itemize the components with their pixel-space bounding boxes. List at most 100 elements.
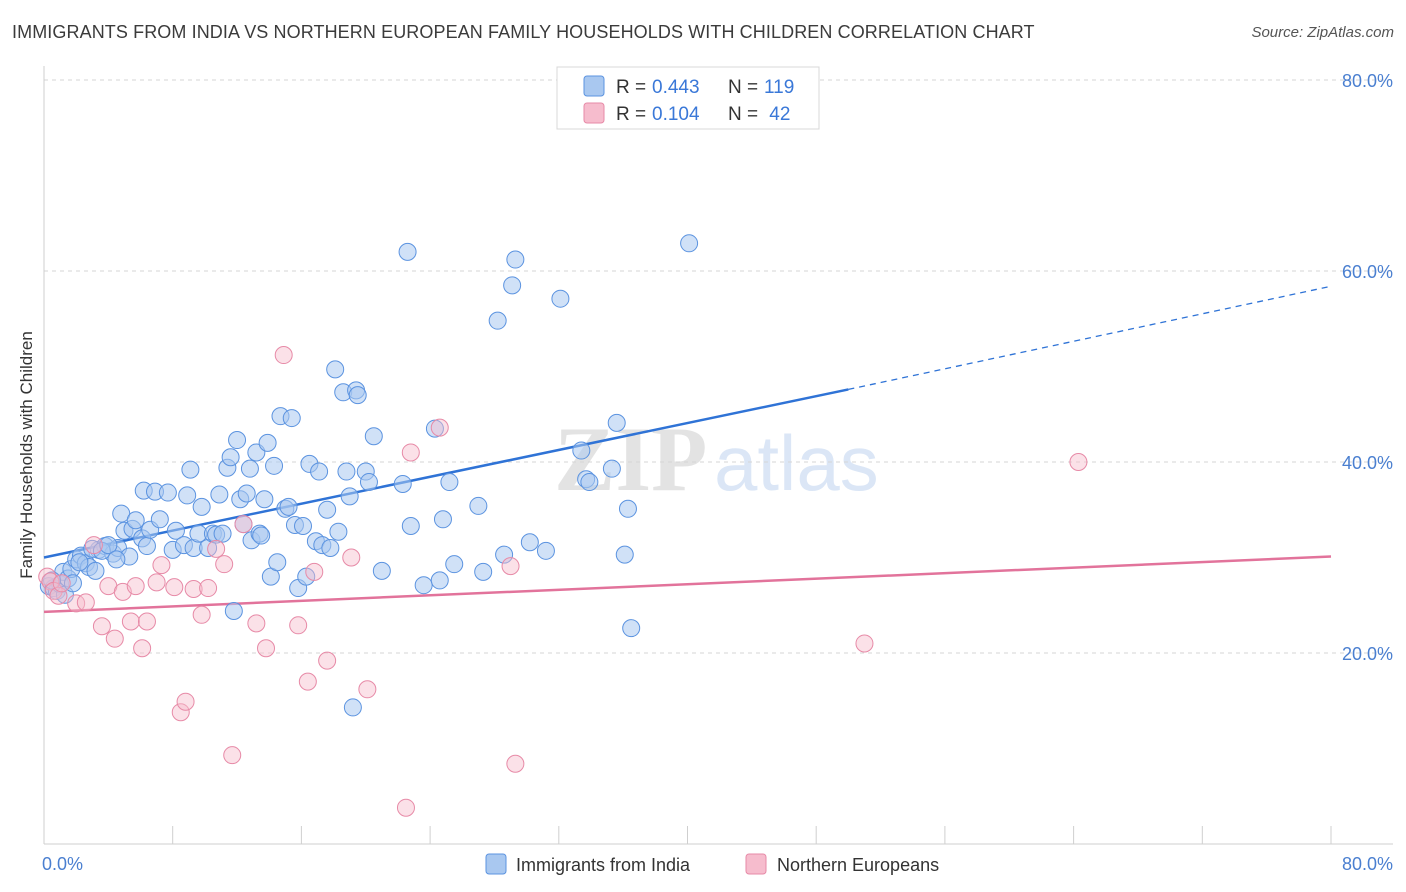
india-point bbox=[337, 462, 356, 481]
series-legend: Immigrants from India Northern Europeans bbox=[485, 853, 939, 875]
india-point bbox=[158, 483, 177, 502]
india-point bbox=[252, 526, 271, 545]
india-point bbox=[294, 516, 313, 535]
india-point bbox=[488, 311, 507, 330]
india-point bbox=[615, 545, 634, 564]
series-legend-label-northern: Northern Europeans bbox=[777, 855, 939, 875]
india-point bbox=[70, 553, 89, 572]
northern-point bbox=[52, 574, 71, 593]
india-point bbox=[474, 562, 493, 581]
india-point bbox=[150, 510, 169, 529]
india-trend-extension bbox=[848, 285, 1332, 391]
india-point bbox=[551, 289, 570, 308]
india-point bbox=[237, 484, 256, 503]
india-point bbox=[503, 276, 522, 295]
india-point bbox=[279, 497, 298, 516]
india-point bbox=[178, 486, 197, 505]
chart-title: IMMIGRANTS FROM INDIA VS NORTHERN EUROPE… bbox=[12, 22, 1035, 42]
india-point bbox=[210, 485, 229, 504]
legend-r-value-northern: 0.104 bbox=[652, 104, 700, 125]
india-point bbox=[602, 459, 621, 478]
india-point bbox=[607, 413, 626, 432]
y-axis-title: Family Households with Children bbox=[17, 331, 36, 579]
northern-point bbox=[215, 555, 234, 574]
northern-point bbox=[133, 639, 152, 658]
series-legend-swatch-india bbox=[485, 853, 507, 875]
tick-labels: 20.0% 40.0% 60.0% 80.0% 0.0% 80.0% bbox=[42, 71, 1393, 874]
northern-point bbox=[247, 614, 266, 633]
india-point bbox=[321, 538, 340, 557]
series-legend-swatch-northern bbox=[745, 853, 767, 875]
data-points bbox=[38, 234, 1088, 817]
india-point bbox=[224, 601, 243, 620]
india-point bbox=[572, 441, 591, 460]
india-point bbox=[414, 576, 433, 595]
northern-point bbox=[76, 593, 95, 612]
india-point bbox=[99, 536, 118, 555]
northern-point bbox=[105, 629, 124, 648]
northern-point bbox=[318, 651, 337, 670]
india-point bbox=[86, 561, 105, 580]
india-point bbox=[326, 360, 345, 379]
y-tick-label: 80.0% bbox=[1342, 71, 1393, 91]
legend-n-value-india: 119 bbox=[764, 77, 794, 98]
northern-point bbox=[1069, 453, 1088, 471]
x-tick-label: 0.0% bbox=[42, 854, 83, 874]
india-point bbox=[343, 698, 362, 717]
india-point bbox=[398, 242, 417, 261]
india-point bbox=[680, 234, 699, 253]
northern-point bbox=[342, 548, 361, 567]
y-tick-label: 60.0% bbox=[1342, 262, 1393, 282]
india-point bbox=[506, 250, 525, 269]
northern-point bbox=[506, 754, 525, 773]
northern-point bbox=[121, 612, 140, 631]
india-point bbox=[166, 521, 185, 540]
india-point bbox=[469, 496, 488, 515]
northern-point bbox=[192, 605, 211, 624]
stats-legend: R = 0.443 N = 119 R = 0.104 N = 42 bbox=[556, 66, 820, 130]
watermark-atlas: atlas bbox=[714, 419, 879, 507]
india-point bbox=[268, 553, 287, 572]
northern-point bbox=[305, 562, 324, 581]
northern-point bbox=[274, 346, 293, 365]
northern-point bbox=[223, 746, 242, 765]
axes bbox=[43, 66, 1393, 845]
india-point bbox=[221, 448, 240, 467]
india-point bbox=[359, 473, 378, 492]
india-point bbox=[445, 555, 464, 574]
grid-lines bbox=[44, 79, 1393, 654]
legend-r-label-india: R = bbox=[616, 77, 646, 98]
northern-point bbox=[298, 672, 317, 691]
northern-point bbox=[184, 580, 203, 599]
india-point bbox=[240, 459, 259, 478]
northern-point bbox=[430, 418, 449, 437]
legend-r-value-india: 0.443 bbox=[652, 77, 700, 98]
northern-point bbox=[289, 616, 308, 635]
india-point bbox=[520, 533, 539, 552]
legend-n-value-northern: 42 bbox=[764, 104, 790, 125]
india-point bbox=[618, 499, 637, 518]
y-tick-label: 20.0% bbox=[1342, 644, 1393, 664]
legend-n-label-northern: N = bbox=[728, 104, 758, 125]
northern-point bbox=[67, 594, 86, 613]
india-point bbox=[258, 433, 277, 452]
india-point bbox=[318, 500, 337, 519]
india-point bbox=[265, 456, 284, 475]
northern-point bbox=[137, 612, 156, 631]
legend-n-label-india: N = bbox=[728, 77, 758, 98]
india-point bbox=[213, 524, 232, 543]
northern-trend-line bbox=[43, 555, 1332, 614]
india-point bbox=[433, 510, 452, 529]
northern-point bbox=[165, 578, 184, 597]
northern-point bbox=[855, 634, 874, 653]
y-tick-label: 40.0% bbox=[1342, 453, 1393, 473]
northern-point bbox=[147, 573, 166, 592]
india-point bbox=[329, 522, 348, 541]
northern-point bbox=[257, 639, 276, 658]
india-point bbox=[622, 619, 641, 638]
india-point bbox=[228, 431, 247, 450]
northern-point bbox=[41, 572, 60, 591]
india-point bbox=[126, 511, 145, 530]
